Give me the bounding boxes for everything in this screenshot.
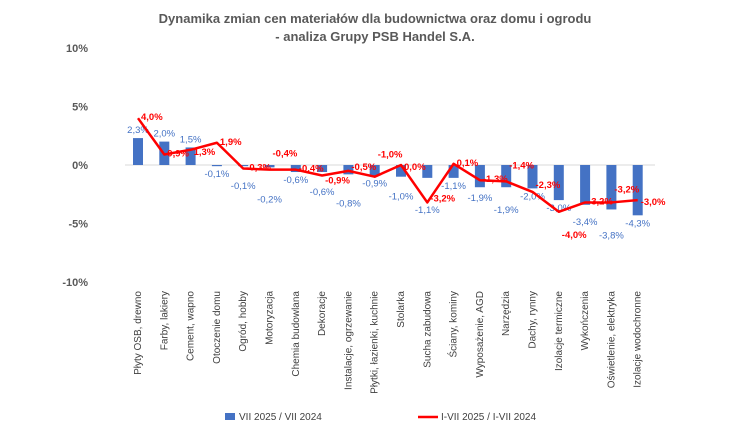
bar-data-label: -0,1% — [204, 169, 229, 180]
category-label: Izolacje termiczne — [554, 291, 565, 371]
bar-data-label: -1,0% — [389, 192, 414, 203]
bar — [527, 165, 538, 189]
bar — [369, 165, 380, 176]
line-data-label: -3,2% — [614, 184, 639, 195]
bar — [474, 165, 485, 188]
line-data-label: -0,5% — [351, 162, 376, 173]
line-data-label: -0,4% — [299, 164, 324, 175]
category-label: Narzędzia — [501, 291, 512, 336]
bar-data-label: -2,0% — [520, 191, 545, 202]
chart-title-line-1: Dynamika zmian cen materiałów dla budown… — [159, 11, 592, 26]
y-tick-label: 10% — [66, 43, 88, 55]
line-data-label: -2,3% — [536, 180, 561, 191]
bar-data-label: -1,1% — [415, 205, 440, 216]
line-data-label: 0,9% — [167, 148, 189, 159]
bar — [317, 165, 328, 173]
y-tick-label: 0% — [72, 160, 88, 172]
line-data-label: -1,0% — [378, 150, 403, 161]
bar-data-label: -1,9% — [494, 205, 519, 216]
bar-data-label: -0,8% — [336, 198, 361, 209]
bar-data-label: -0,1% — [231, 181, 256, 192]
bar — [396, 165, 406, 177]
bar-data-label: -1,1% — [441, 181, 466, 192]
line-data-label: -3,2% — [588, 196, 613, 207]
y-tick-label: -5% — [68, 219, 88, 231]
category-label: Otoczenie domu — [212, 291, 223, 364]
line-series — [136, 117, 638, 214]
bar-data-label: 1,5% — [180, 134, 202, 145]
bar-data-label: -0,6% — [283, 175, 308, 186]
bar-data-label: -3,8% — [599, 230, 624, 241]
bar — [606, 165, 617, 210]
bar-data-label: -0,9% — [362, 179, 387, 190]
bar-data-label: -3,0% — [546, 203, 571, 214]
line-data-label: -3,2% — [430, 193, 455, 204]
category-label: Izolacje wodochronne — [633, 291, 644, 388]
line-data-label: -1,4% — [509, 160, 534, 171]
category-label: Instalacje, ogrzewanie — [343, 291, 354, 390]
bar — [211, 165, 222, 167]
category-label: Wykończenia — [580, 291, 591, 351]
category-label: Sucha zabudowa — [422, 291, 433, 368]
bar — [422, 165, 433, 178]
line-data-label: -3,0% — [641, 197, 666, 208]
bar-data-label: -3,4% — [573, 217, 598, 228]
category-label: Ogród, hobby — [238, 291, 249, 352]
category-label: Stolarka — [396, 291, 407, 328]
bar — [553, 165, 564, 201]
category-label: Dekoracje — [317, 291, 328, 336]
bar-data-label: -1,9% — [467, 193, 492, 204]
bar — [580, 165, 591, 205]
line-data-label: 4,0% — [141, 112, 163, 123]
category-label: Płyty OSB, drewno — [133, 291, 144, 375]
line-data-label: 1,3% — [194, 147, 216, 158]
y-tick-label: 5% — [72, 102, 88, 114]
category-label: Farby, lakiery — [159, 291, 170, 350]
line-data-label: -0,3% — [246, 163, 271, 174]
legend-line-label: I-VII 2025 / I-VII 2024 — [441, 412, 536, 423]
category-label: Chemia budowlana — [291, 291, 302, 377]
line-data-label: -0,4% — [273, 149, 298, 160]
bar-data-label: 2,0% — [153, 129, 175, 140]
bar — [238, 165, 249, 167]
bar-data-label: 2,3% — [127, 125, 149, 136]
category-label: Dachy, rynny — [528, 291, 539, 349]
bar-data-label: -0,2% — [257, 194, 282, 205]
bar — [501, 165, 512, 188]
line-data-label: -4,0% — [562, 230, 587, 241]
line-data-label: -0,9% — [325, 176, 350, 187]
category-label: Cement, wapno — [186, 291, 197, 361]
chart-title-line-2: - analiza Grupy PSB Handel S.A. — [275, 29, 474, 44]
bar — [264, 165, 275, 168]
line-data-label: 0,1% — [457, 158, 479, 169]
legend-bar-swatch — [225, 413, 235, 420]
category-label: Ściany, kominy — [447, 291, 460, 358]
y-tick-label: -10% — [62, 277, 88, 289]
bar — [632, 165, 643, 216]
bar — [185, 147, 196, 165]
category-label: Wyposażenie, AGD — [475, 291, 486, 378]
line-data-label: 0,0% — [404, 162, 426, 173]
category-label: Płytki, łazienki, kuchnie — [370, 291, 381, 394]
legend-bar-label: VII 2025 / VII 2024 — [239, 412, 322, 423]
line-data-label: -1,3% — [483, 174, 508, 185]
bar-data-label: -4,3% — [625, 218, 650, 229]
line-data-label: 1,9% — [220, 137, 242, 148]
category-label: Motoryzacja — [265, 291, 276, 345]
bar — [133, 138, 143, 165]
bar-data-label: -0,6% — [310, 187, 335, 198]
bar — [448, 165, 459, 178]
category-label: Oświetlenie, elektryka — [606, 291, 617, 389]
